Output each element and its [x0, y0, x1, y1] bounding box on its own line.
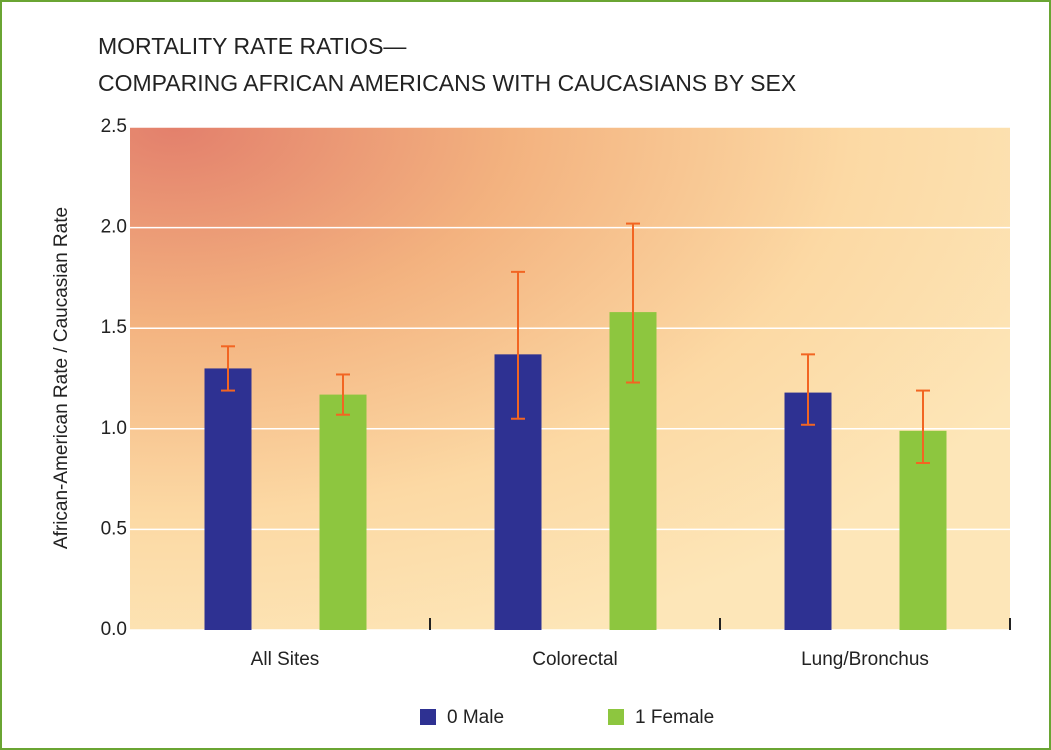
y-tick-label: 0.5	[101, 518, 127, 539]
x-tick-label: All Sites	[251, 649, 320, 670]
legend-swatch	[420, 709, 436, 725]
y-tick-label: 1.0	[101, 418, 127, 439]
chart-title: MORTALITY RATE RATIOS—	[98, 33, 406, 59]
legend-label: 1 Female	[635, 707, 714, 728]
legend-swatch	[608, 709, 624, 725]
error-bar	[916, 389, 930, 465]
y-axis-label: African-American Rate / Caucasian Rate	[51, 207, 72, 549]
error-bar	[626, 222, 640, 384]
legend-label: 0 Male	[447, 707, 504, 728]
x-tick-label: Colorectal	[532, 649, 618, 670]
bar	[899, 430, 947, 630]
error-bar	[801, 353, 815, 426]
y-tick-label: 1.5	[101, 317, 127, 338]
y-tick-label: 0.0	[101, 619, 127, 640]
chart-subtitle: COMPARING AFRICAN AMERICANS WITH CAUCASI…	[98, 70, 796, 96]
error-bar	[336, 373, 350, 416]
bar	[319, 394, 367, 630]
error-bar	[511, 270, 525, 420]
bar	[204, 368, 252, 630]
error-bar	[221, 345, 235, 392]
x-tick-label: Lung/Bronchus	[801, 649, 929, 670]
y-tick-label: 2.0	[101, 217, 127, 238]
bar	[784, 392, 832, 630]
plot-background	[130, 127, 1010, 630]
y-tick-label: 2.5	[101, 116, 127, 137]
